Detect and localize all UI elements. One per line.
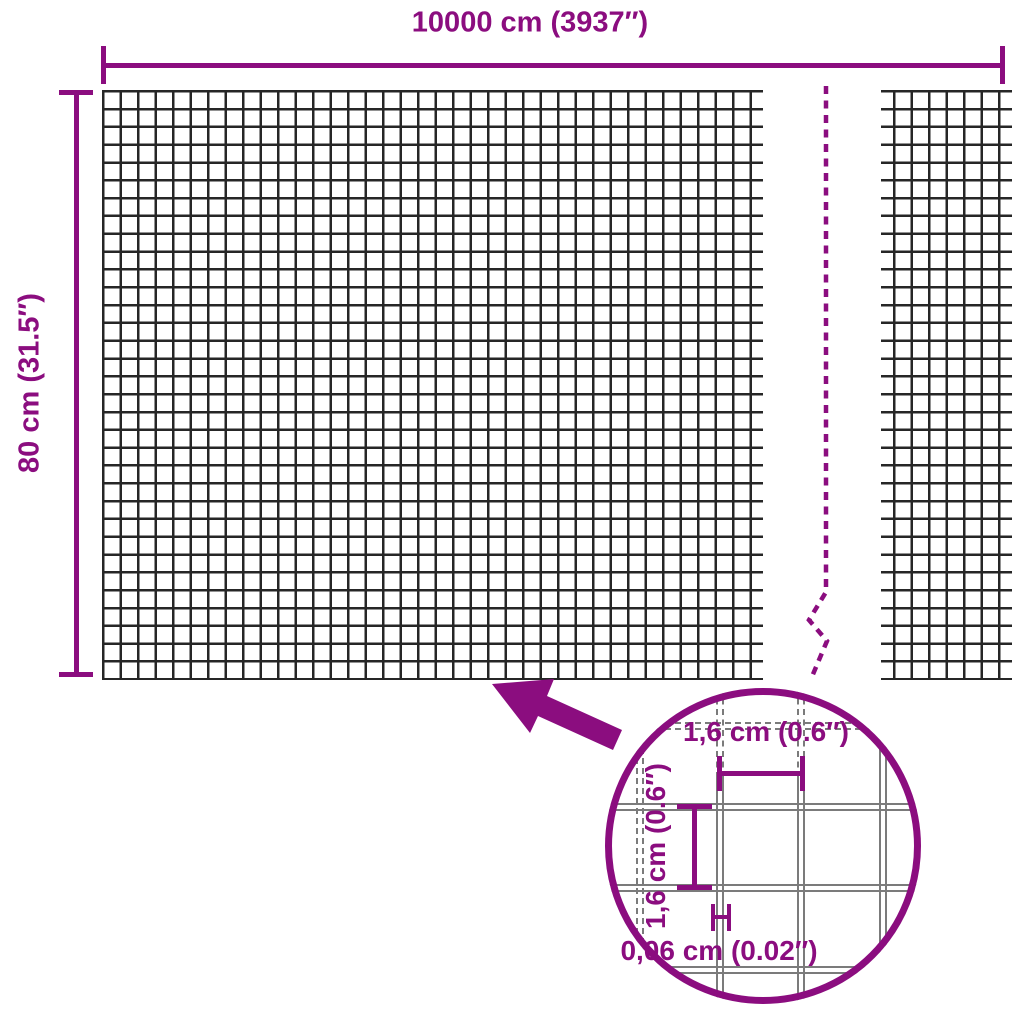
width-dimension-tick-right — [1000, 46, 1005, 84]
wire-thickness-tick-left — [711, 904, 715, 931]
zoom-arrow-icon — [492, 679, 622, 750]
mesh-panel-left-vertical-wires — [102, 90, 758, 680]
height-dimension-tick-top — [59, 90, 93, 95]
height-dimension-tick-bottom — [59, 672, 93, 677]
height-dimension-line — [74, 90, 79, 677]
wire-thickness-tick-right — [727, 904, 731, 931]
mesh-panel-right-vertical-wires — [893, 90, 1003, 680]
width-dimension-label: 10000 cm (3937″) — [411, 6, 649, 39]
detail-opening-width-tick-left — [717, 756, 722, 791]
width-dimension-tick-left — [101, 46, 106, 84]
wire-thickness-connector — [714, 915, 728, 919]
detail-opening-width-line — [719, 771, 804, 776]
detail-opening-width-tick-right — [800, 756, 805, 791]
mesh-break-dashed-line — [806, 86, 830, 680]
detail-opening-height-tick-top — [677, 804, 712, 809]
detail-opening-height-line — [692, 806, 697, 890]
height-dimension-label: 80 cm (31.5″) — [13, 293, 46, 473]
detail-opening-width-label: 1,6 cm (0.6″) — [683, 716, 849, 747]
wire-thickness-label: 0,06 cm (0.02″) — [620, 935, 818, 966]
detail-zoom-circle-ring — [605, 688, 921, 1004]
width-dimension-line — [101, 63, 1005, 68]
detail-opening-height-label: 1,6 cm (0.6″) — [640, 763, 671, 929]
detail-opening-height-tick-bottom — [677, 885, 712, 890]
